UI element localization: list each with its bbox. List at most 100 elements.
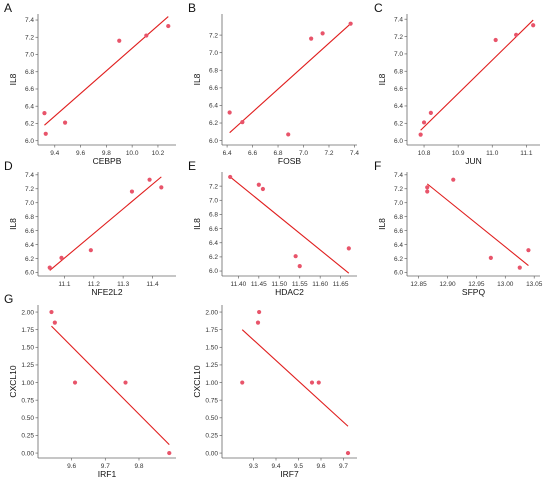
y-tick-label: 6.8 [394, 214, 403, 221]
x-tick-label: 9.4 [271, 463, 280, 470]
y-axis-title: IL8 [8, 218, 18, 230]
data-point [451, 177, 456, 182]
data-point [286, 132, 291, 137]
data-point [240, 120, 245, 125]
data-point [418, 132, 423, 137]
x-tick-label: 13.00 [497, 281, 514, 288]
y-tick-label: 7.0 [209, 50, 218, 57]
y-tick-label: 6.0 [25, 138, 34, 145]
x-tick-label: 10.2 [152, 150, 165, 157]
y-tick-label: 6.2 [25, 121, 34, 128]
y-axis-title: IL8 [192, 73, 202, 85]
data-point [240, 380, 245, 385]
panel-b: 6.0 6.2 6.4 6.6 6.8 7.0 7.2 6.4 6.6 6.8 7.0 7.2 7.4 F… [188, 1, 359, 166]
data-point [309, 36, 314, 41]
data-point [167, 450, 172, 456]
regression-line [229, 176, 350, 274]
x-tick-label: 11.40 [230, 281, 246, 288]
y-tick-label: 0.00 [205, 450, 218, 457]
data-point [47, 265, 52, 270]
y-tick-label: 6.4 [209, 103, 218, 110]
y-tick-label: 6.6 [25, 86, 34, 93]
data-point [49, 309, 54, 315]
panel-d: 6.0 6.2 6.4 6.6 6.8 7.0 7.2 7.4 11.1 11.2 11.3 11.4… [4, 159, 176, 297]
x-tick-label: 9.4 [50, 150, 59, 157]
data-point [117, 38, 122, 43]
y-tick-label: 6.4 [25, 103, 34, 110]
panel-g: 0.00 0.25 0.50 0.75 1.00 1.25 1.50 1.75 2.00 9.6 9… [4, 292, 176, 477]
panel-letter: D [4, 159, 13, 173]
data-point [52, 320, 57, 325]
y-tick-label: 2.00 [205, 309, 218, 316]
regression-line [426, 183, 529, 266]
x-tick-label: 12.95 [468, 281, 485, 288]
y-tick-label: 6.0 [394, 138, 403, 145]
data-point [526, 248, 531, 253]
data-point [88, 248, 93, 253]
x-tick-label: 9.3 [249, 463, 258, 470]
y-axis-title: IL8 [8, 73, 18, 85]
panel-a: 6.0 6.2 6.4 6.6 6.8 7.0 7.2 7.4 9.4 9.6 9.8 10.0 10.… [4, 1, 176, 166]
x-tick-label: 11.1 [58, 281, 71, 288]
x-tick-label: 12.85 [410, 281, 427, 288]
data-point [59, 255, 64, 260]
panel-letter: C [374, 1, 383, 15]
data-point [428, 110, 433, 116]
x-tick-label: 7.2 [324, 150, 333, 157]
y-tick-label: 6.6 [209, 226, 218, 233]
x-tick-label: 11.2 [88, 281, 101, 288]
data-point [123, 380, 128, 385]
x-tick-label: 9.8 [102, 150, 111, 157]
y-tick-label: 7.0 [25, 200, 34, 207]
y-tick-label: 0.50 [21, 415, 34, 422]
y-tick-label: 1.25 [21, 362, 34, 369]
y-axis-title: CXCL10 [192, 365, 202, 397]
x-tick-label: 12.90 [439, 281, 456, 288]
data-point [256, 182, 261, 187]
y-tick-label: 6.2 [209, 254, 218, 261]
x-axis-title: HDAC2 [275, 287, 304, 297]
x-axis-title: IRF7 [280, 469, 299, 477]
data-point [72, 380, 78, 385]
data-point [257, 309, 262, 315]
panel-e: 6.0 6.2 6.4 6.6 6.8 7.0 7.2 11.40 11.45 11.50 11.5… [188, 159, 357, 297]
data-point [425, 185, 430, 190]
x-axis-title: CEBPB [93, 156, 122, 166]
y-tick-label: 0.00 [21, 450, 34, 457]
y-tick-label: 6.2 [209, 120, 218, 127]
y-tick-label: 0.25 [205, 433, 218, 440]
y-tick-label: 6.8 [209, 212, 218, 219]
y-axis-title: IL8 [377, 73, 387, 85]
y-tick-label: 6.8 [25, 214, 34, 221]
x-tick-label: 7.0 [299, 150, 308, 157]
y-tick-label: 1.75 [21, 327, 34, 334]
regression-line [44, 16, 169, 126]
data-point [159, 185, 164, 190]
y-tick-label: 6.0 [25, 270, 34, 277]
y-axis-title: IL8 [377, 218, 387, 230]
data-point [260, 186, 266, 192]
y-axis-title: IL8 [192, 218, 202, 230]
x-axis-title: NFE2L2 [91, 287, 122, 297]
data-point [345, 450, 351, 456]
x-tick-label: 11.55 [292, 281, 308, 288]
x-tick-label: 10.0 [126, 150, 139, 157]
y-tick-label: 7.4 [25, 17, 34, 24]
data-point [297, 263, 302, 269]
x-axis-title: IRF1 [98, 469, 117, 477]
data-point [144, 33, 149, 38]
y-tick-label: 7.2 [25, 186, 34, 193]
x-tick-label: 13.05 [526, 281, 543, 288]
x-tick-label: 11.0 [486, 150, 499, 157]
data-point [425, 189, 430, 194]
y-tick-label: 6.2 [394, 256, 403, 263]
data-point [514, 32, 519, 37]
y-tick-label: 6.2 [394, 121, 403, 128]
data-point [43, 131, 48, 136]
y-tick-label: 0.25 [21, 433, 34, 440]
y-tick-label: 6.6 [209, 85, 218, 92]
regression-line [229, 23, 352, 134]
data-point [517, 265, 522, 270]
y-tick-label: 7.0 [394, 51, 403, 58]
